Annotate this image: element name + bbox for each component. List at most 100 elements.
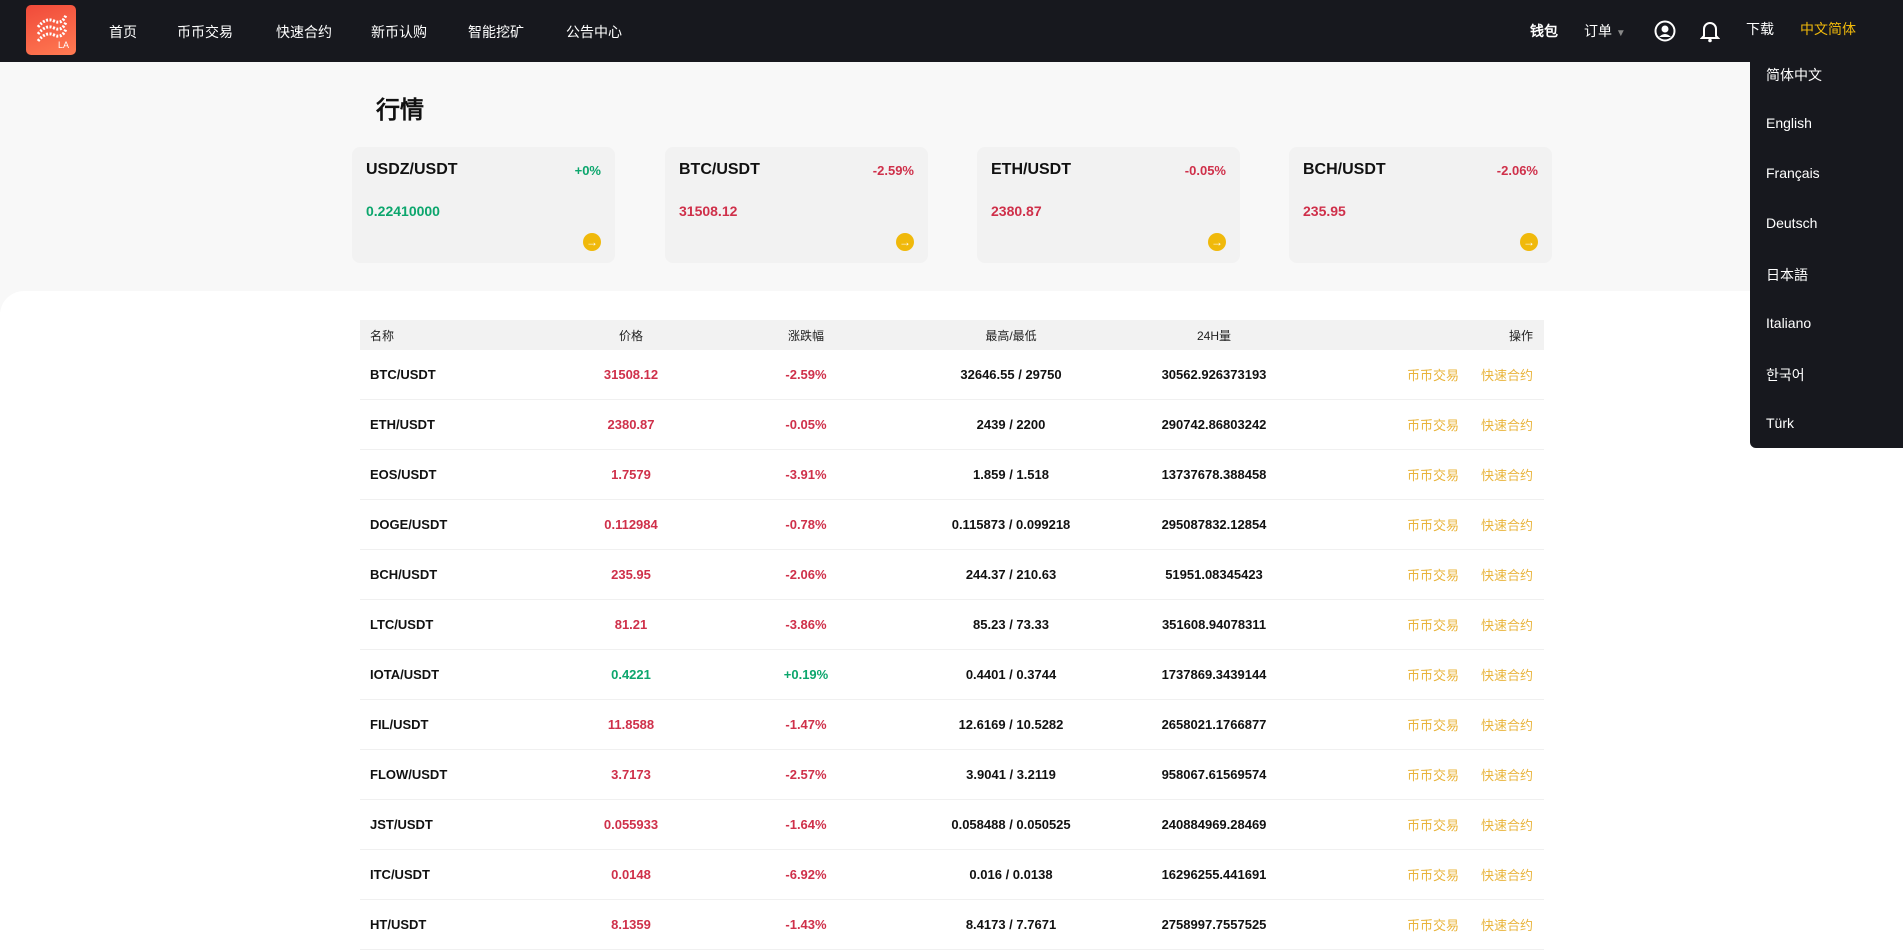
nav-orders[interactable]: 订单 ▼ (1584, 21, 1626, 41)
lang-option[interactable]: Italiano (1766, 315, 1812, 331)
nav-announcements[interactable]: 公告中心 (566, 24, 622, 40)
spot-trade-link[interactable]: 币币交易 (1406, 668, 1459, 683)
spot-trade-link[interactable]: 币币交易 (1406, 418, 1459, 433)
row-change: -1.47% (785, 717, 827, 732)
bell-icon[interactable] (1700, 19, 1720, 43)
row-price: 0.4221 (611, 667, 651, 682)
quick-contract-link[interactable]: 快速合约 (1480, 818, 1533, 833)
table-row[interactable]: DOGE/USDT 0.112984 -0.78% 0.115873 / 0.0… (360, 500, 1544, 550)
lang-option[interactable]: Français (1766, 165, 1820, 181)
market-card[interactable]: ETH/USDT -0.05% 2380.87 → (977, 147, 1240, 263)
logo[interactable]: LA (26, 5, 76, 55)
card-change: -2.59% (872, 163, 914, 178)
table-row[interactable]: LTC/USDT 81.21 -3.86% 85.23 / 73.33 3516… (360, 600, 1544, 650)
row-price: 0.055933 (603, 817, 659, 832)
row-pair: EOS/USDT (370, 467, 437, 482)
table-row[interactable]: ETH/USDT 2380.87 -0.05% 2439 / 2200 2907… (360, 400, 1544, 450)
card-pair: ETH/USDT (991, 161, 1071, 178)
row-price: 0.0148 (611, 867, 651, 882)
card-change: +0% (574, 163, 601, 178)
card-pair: BTC/USDT (679, 161, 760, 178)
quick-contract-link[interactable]: 快速合约 (1480, 868, 1533, 883)
table-row[interactable]: JST/USDT 0.055933 -1.64% 0.058488 / 0.05… (360, 800, 1544, 850)
market-card[interactable]: BTC/USDT -2.59% 31508.12 → (665, 147, 928, 263)
spot-trade-link[interactable]: 币币交易 (1406, 618, 1459, 633)
table-row[interactable]: BTC/USDT 31508.12 -2.59% 32646.55 / 2975… (360, 350, 1544, 400)
spot-trade-link[interactable]: 币币交易 (1406, 368, 1459, 383)
market-card[interactable]: BCH/USDT -2.06% 235.95 → (1289, 147, 1552, 263)
header-actions: 操作 (1508, 328, 1533, 343)
spot-trade-link[interactable]: 币币交易 (1406, 918, 1459, 933)
quick-contract-link[interactable]: 快速合约 (1480, 718, 1533, 733)
nav-mining[interactable]: 智能挖矿 (468, 24, 524, 40)
spot-trade-link[interactable]: 币币交易 (1406, 518, 1459, 533)
caret-down-icon: ▼ (1615, 28, 1626, 39)
row-price: 11.8588 (607, 717, 655, 732)
row-pair: BTC/USDT (370, 367, 436, 382)
lang-option[interactable]: 한국어 (1766, 367, 1805, 383)
lang-option[interactable]: 简体中文 (1766, 67, 1822, 83)
nav-quick-contract[interactable]: 快速合约 (276, 24, 332, 40)
row-change: -0.05% (785, 417, 827, 432)
row-pair: BCH/USDT (370, 567, 438, 582)
row-volume: 958067.61569574 (1161, 767, 1267, 782)
market-table: 名称 价格 涨跌幅 最高/最低 24H量 操作 BTC/USDT 31508.1… (360, 320, 1544, 950)
card-change: -2.06% (1496, 163, 1538, 178)
spot-trade-link[interactable]: 币币交易 (1406, 468, 1459, 483)
top-nav: LA 首页 币币交易 快速合约 新币认购 智能挖矿 公告中心 钱包 订单 ▼ 下… (0, 0, 1903, 62)
nav-home[interactable]: 首页 (109, 24, 137, 40)
lang-option[interactable]: 日本語 (1766, 267, 1808, 283)
table-row[interactable]: FIL/USDT 11.8588 -1.47% 12.6169 / 10.528… (360, 700, 1544, 750)
spot-trade-link[interactable]: 币币交易 (1406, 818, 1459, 833)
page-title: 行情 (376, 97, 424, 124)
row-volume: 13737678.388458 (1161, 467, 1267, 482)
table-row[interactable]: EOS/USDT 1.7579 -3.91% 1.859 / 1.518 137… (360, 450, 1544, 500)
arrow-right-icon[interactable]: → (896, 233, 914, 251)
quick-contract-link[interactable]: 快速合约 (1480, 618, 1533, 633)
row-price: 31508.12 (603, 367, 659, 382)
nav-download[interactable]: 下载 (1746, 21, 1774, 37)
arrow-right-icon[interactable]: → (583, 233, 601, 251)
card-price: 2380.87 (991, 203, 1042, 219)
table-row[interactable]: ITC/USDT 0.0148 -6.92% 0.016 / 0.0138 16… (360, 850, 1544, 900)
card-price: 31508.12 (679, 203, 738, 219)
quick-contract-link[interactable]: 快速合约 (1480, 918, 1533, 933)
nav-spot-trading[interactable]: 币币交易 (177, 24, 233, 40)
row-pair: FIL/USDT (370, 717, 429, 732)
table-row[interactable]: IOTA/USDT 0.4221 +0.19% 0.4401 / 0.3744 … (360, 650, 1544, 700)
row-high-low: 1.859 / 1.518 (973, 467, 1049, 482)
spot-trade-link[interactable]: 币币交易 (1406, 768, 1459, 783)
arrow-right-icon[interactable]: → (1520, 233, 1538, 251)
row-high-low: 8.4173 / 7.7671 (965, 917, 1057, 932)
quick-contract-link[interactable]: 快速合约 (1480, 368, 1533, 383)
row-pair: IOTA/USDT (370, 667, 440, 682)
spot-trade-link[interactable]: 币币交易 (1406, 868, 1459, 883)
row-volume: 1737869.3439144 (1161, 667, 1267, 682)
lang-option[interactable]: Deutsch (1766, 215, 1818, 231)
quick-contract-link[interactable]: 快速合约 (1480, 768, 1533, 783)
user-icon[interactable] (1654, 20, 1676, 42)
quick-contract-link[interactable]: 快速合约 (1480, 568, 1533, 583)
arrow-right-icon[interactable]: → (1208, 233, 1226, 251)
row-change: -2.06% (785, 567, 827, 582)
quick-contract-link[interactable]: 快速合约 (1480, 518, 1533, 533)
row-volume: 295087832.12854 (1161, 517, 1267, 532)
table-row[interactable]: FLOW/USDT 3.7173 -2.57% 3.9041 / 3.2119 … (360, 750, 1544, 800)
table-row[interactable]: HT/USDT 8.1359 -1.43% 8.4173 / 7.7671 27… (360, 900, 1544, 950)
spot-trade-link[interactable]: 币币交易 (1406, 568, 1459, 583)
lang-option[interactable]: Türk (1766, 415, 1794, 431)
table-row[interactable]: BCH/USDT 235.95 -2.06% 244.37 / 210.63 5… (360, 550, 1544, 600)
market-card[interactable]: USDZ/USDT +0% 0.22410000 → (352, 147, 615, 263)
row-change: -1.64% (785, 817, 827, 832)
row-pair: ITC/USDT (370, 867, 430, 882)
row-high-low: 0.115873 / 0.099218 (951, 517, 1071, 532)
row-high-low: 32646.55 / 29750 (960, 367, 1062, 382)
nav-wallet[interactable]: 钱包 (1530, 23, 1558, 39)
spot-trade-link[interactable]: 币币交易 (1406, 718, 1459, 733)
quick-contract-link[interactable]: 快速合约 (1480, 418, 1533, 433)
lang-option[interactable]: English (1766, 115, 1812, 131)
language-selector[interactable]: 中文简体 (1800, 21, 1856, 37)
nav-new-coin[interactable]: 新币认购 (371, 24, 427, 40)
quick-contract-link[interactable]: 快速合约 (1480, 668, 1533, 683)
quick-contract-link[interactable]: 快速合约 (1480, 468, 1533, 483)
